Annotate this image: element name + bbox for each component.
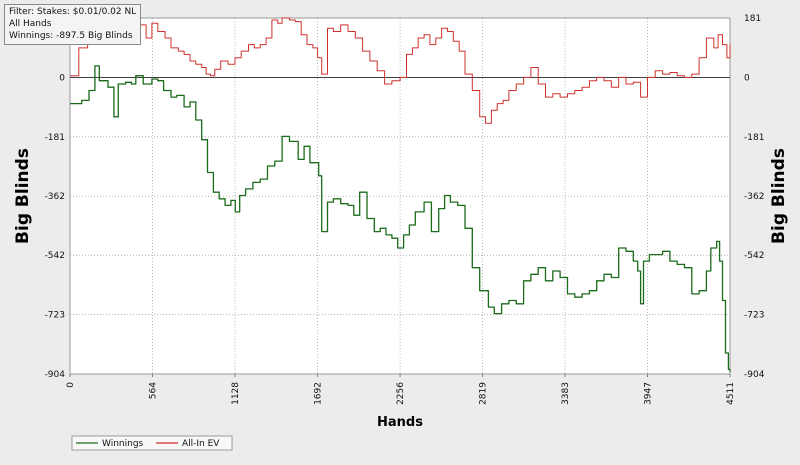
y-tick-label-left: -904 xyxy=(45,370,66,380)
series-line-all-in-ev xyxy=(70,17,731,124)
y-tick-label-right: 0 xyxy=(744,73,750,83)
legend-box xyxy=(71,435,233,451)
series-layer xyxy=(70,17,731,372)
filter-info-box: Filter: Stakes: $0.01/0.02 NL All Hands … xyxy=(4,4,142,45)
x-ticks: 0 564 1128 1692 2256 2819 3383 3947 4511 xyxy=(66,374,736,405)
legend-label: Winnings xyxy=(102,439,144,449)
x-tick-label: 1128 xyxy=(231,382,241,405)
y-tick-label-right: -181 xyxy=(744,133,764,143)
x-tick-label: 1692 xyxy=(314,382,324,405)
y-tick-label-right: -362 xyxy=(744,192,764,202)
y-tick-label-right: -904 xyxy=(744,370,765,380)
x-tick-label: 3383 xyxy=(561,382,571,405)
filter-line-hands: All Hands xyxy=(9,19,52,29)
y-ticks-right: 181 0 -181 -362 -542 -723 -904 xyxy=(744,14,765,380)
grid-layer xyxy=(70,18,730,374)
x-axis-title: Hands xyxy=(377,415,423,430)
y-axis-title-right: Big Blinds xyxy=(769,148,789,244)
legend-items: Winnings All-In EV xyxy=(76,439,220,449)
y-tick-label-left: -362 xyxy=(45,192,65,202)
x-tick-label: 2819 xyxy=(478,382,488,405)
x-tick-label: 564 xyxy=(149,382,159,399)
y-tick-label-left: 0 xyxy=(59,73,65,83)
filter-line-winnings: Winnings: -897.5 Big Blinds xyxy=(9,31,133,41)
y-axis-title-left: Big Blinds xyxy=(13,148,33,244)
x-tick-label: 4511 xyxy=(726,382,736,405)
y-tick-label-right: -723 xyxy=(744,311,764,321)
y-tick-label-right: 181 xyxy=(744,14,761,24)
filter-line-stakes: Filter: Stakes: $0.01/0.02 NL xyxy=(9,7,137,17)
legend-label: All-In EV xyxy=(182,439,220,449)
legend: Winnings All-In EV xyxy=(71,435,233,451)
series-line-winnings xyxy=(70,65,731,372)
y-tick-label-left: -181 xyxy=(45,133,65,143)
y-tick-label-left: -723 xyxy=(45,311,65,321)
y-tick-label-left: -542 xyxy=(45,251,65,261)
x-tick-label: 2256 xyxy=(396,382,406,405)
y-tick-label-right: -542 xyxy=(744,251,764,261)
x-tick-label: 0 xyxy=(66,382,76,388)
x-tick-label: 3947 xyxy=(643,382,653,405)
